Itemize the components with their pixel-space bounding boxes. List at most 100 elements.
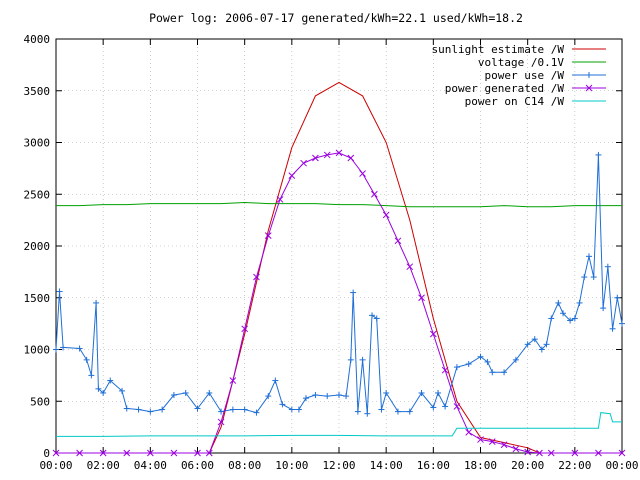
y-tick-label: 500 [30, 395, 50, 408]
gridlines [56, 39, 622, 453]
data-point [336, 392, 342, 399]
data-point [477, 353, 484, 360]
data-point [276, 196, 284, 203]
data-point [265, 393, 272, 400]
plot-border [55, 38, 623, 454]
data-point [159, 406, 166, 413]
data-point [119, 387, 126, 394]
data-point [99, 449, 107, 457]
data-point [147, 408, 154, 415]
data-point [359, 170, 366, 177]
data-point [488, 438, 496, 445]
data-point [369, 312, 376, 319]
legend-marker [585, 84, 593, 92]
data-point [354, 408, 361, 415]
data-point [253, 273, 260, 281]
data-point [100, 389, 107, 396]
y-tick-label: 3000 [24, 137, 51, 150]
data-point [264, 232, 272, 240]
data-point [567, 317, 574, 324]
data-point [335, 149, 343, 157]
data-point [382, 211, 390, 219]
data-point [543, 341, 550, 348]
data-point [465, 360, 472, 367]
data-point [288, 406, 295, 413]
legend-label: sunlight estimate /W [432, 43, 565, 56]
data-point [206, 389, 213, 396]
data-point [123, 449, 131, 457]
data-point [359, 356, 366, 363]
data-point [272, 377, 279, 384]
data-point [312, 154, 319, 162]
data-point [489, 369, 496, 376]
data-point [548, 315, 555, 322]
data-point [83, 356, 90, 363]
data-point [364, 410, 371, 417]
data-point [590, 274, 597, 281]
x-tick-label: 12:00 [322, 459, 355, 472]
data-point [52, 449, 60, 457]
legend-label: power use /W [485, 69, 565, 82]
data-point [170, 392, 177, 399]
series-line-sunlight-estimate-w [208, 81, 540, 454]
x-tick-label: 20:00 [511, 459, 544, 472]
data-point [484, 358, 491, 365]
data-point [600, 305, 607, 312]
data-point [279, 401, 286, 408]
axes [55, 38, 623, 454]
data-point [229, 377, 237, 384]
data-point [182, 389, 189, 396]
data-point [524, 448, 532, 456]
data-point [536, 449, 543, 457]
data-point [560, 310, 567, 317]
data-point [441, 366, 449, 374]
data-point [571, 315, 578, 322]
data-point [95, 385, 102, 392]
y-tick-label: 0 [43, 447, 50, 460]
x-tick-label: 22:00 [558, 459, 591, 472]
data-point [373, 315, 380, 322]
data-point [435, 389, 442, 396]
data-point [501, 369, 508, 376]
data-point [135, 406, 142, 413]
data-point [288, 172, 296, 179]
data-point [524, 341, 531, 348]
data-point [205, 449, 213, 457]
data-point [531, 336, 538, 343]
y-tick-label: 1500 [24, 292, 51, 305]
series-line-voltage-0-1v [56, 201, 622, 208]
data-point [123, 405, 130, 412]
data-point [229, 406, 236, 413]
data-point [618, 449, 626, 457]
x-tick-labels: 00:00 02:00 04:00 06:00 08:00 10:00 12:00 14:00… [39, 459, 638, 472]
data-point [323, 151, 331, 159]
data-point [241, 325, 249, 333]
data-point [595, 151, 602, 158]
x-tick-label: 16:00 [417, 459, 450, 472]
data-point [93, 299, 100, 306]
x-tick-label: 08:00 [228, 459, 261, 472]
data-point [295, 406, 302, 413]
series-line-power-use-w [55, 154, 623, 414]
data-point [170, 449, 178, 457]
legend-label: voltage /0.1V [478, 56, 564, 69]
legend-label: power on C14 /W [465, 95, 565, 108]
data-point [253, 409, 260, 416]
x-tick-label: 14:00 [370, 459, 403, 472]
series-group [52, 81, 626, 457]
series-line-power-generated-w [56, 152, 622, 454]
data-point [571, 449, 579, 457]
data-point [477, 436, 484, 443]
data-point [378, 406, 385, 413]
data-point [555, 299, 562, 306]
x-tick-label: 10:00 [275, 459, 308, 472]
data-point [347, 154, 355, 162]
data-point [595, 449, 602, 457]
data-point [465, 428, 473, 436]
data-point [406, 263, 414, 271]
data-point [107, 377, 114, 384]
data-point [194, 449, 201, 457]
data-point [217, 418, 225, 426]
data-point [581, 274, 588, 281]
